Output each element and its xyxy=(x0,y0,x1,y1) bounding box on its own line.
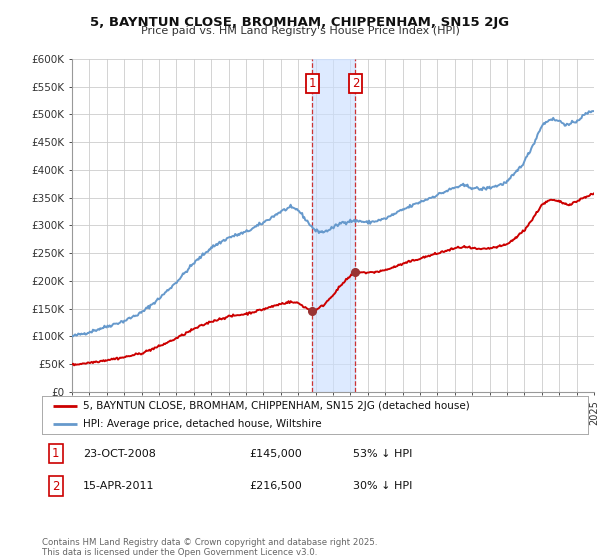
Text: 2: 2 xyxy=(52,480,59,493)
Text: 5, BAYNTUN CLOSE, BROMHAM, CHIPPENHAM, SN15 2JG: 5, BAYNTUN CLOSE, BROMHAM, CHIPPENHAM, S… xyxy=(91,16,509,29)
Text: 5, BAYNTUN CLOSE, BROMHAM, CHIPPENHAM, SN15 2JG (detached house): 5, BAYNTUN CLOSE, BROMHAM, CHIPPENHAM, S… xyxy=(83,401,470,411)
Text: HPI: Average price, detached house, Wiltshire: HPI: Average price, detached house, Wilt… xyxy=(83,419,322,429)
Text: 15-APR-2011: 15-APR-2011 xyxy=(83,481,154,491)
Bar xyxy=(312,59,355,392)
Text: 1: 1 xyxy=(308,77,316,90)
Text: £216,500: £216,500 xyxy=(250,481,302,491)
Text: 23-OCT-2008: 23-OCT-2008 xyxy=(83,449,156,459)
Text: 53% ↓ HPI: 53% ↓ HPI xyxy=(353,449,413,459)
Text: £145,000: £145,000 xyxy=(250,449,302,459)
Text: 30% ↓ HPI: 30% ↓ HPI xyxy=(353,481,413,491)
Text: 1: 1 xyxy=(52,447,59,460)
Text: 2: 2 xyxy=(352,77,359,90)
Text: Contains HM Land Registry data © Crown copyright and database right 2025.
This d: Contains HM Land Registry data © Crown c… xyxy=(42,538,377,557)
Text: Price paid vs. HM Land Registry's House Price Index (HPI): Price paid vs. HM Land Registry's House … xyxy=(140,26,460,36)
